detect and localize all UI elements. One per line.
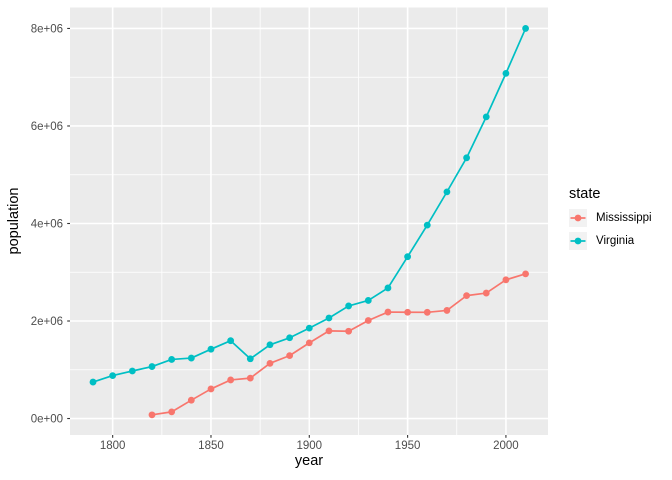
- data-point-virginia: [207, 345, 215, 353]
- data-point-virginia: [109, 372, 117, 380]
- data-point-mississippi: [443, 307, 451, 314]
- data-point-mississippi: [286, 352, 294, 360]
- data-point-virginia: [187, 354, 195, 362]
- data-point-virginia: [325, 314, 333, 322]
- data-point-virginia: [345, 302, 353, 310]
- data-point-virginia: [246, 355, 254, 363]
- data-point-virginia: [148, 363, 156, 370]
- data-point-mississippi: [187, 396, 195, 404]
- data-point-mississippi: [384, 308, 392, 316]
- legend-key-swatch: [569, 232, 587, 250]
- legend-title: state: [569, 186, 601, 202]
- data-point-mississippi: [305, 339, 313, 347]
- x-tick-label: 1950: [395, 440, 421, 452]
- legend-label: Virginia: [596, 235, 635, 247]
- data-point-virginia: [423, 221, 431, 229]
- data-point-virginia: [404, 253, 412, 261]
- x-axis-title: year: [294, 453, 324, 469]
- legend-key-swatch: [569, 209, 587, 227]
- legend-label: Mississippi: [596, 212, 652, 224]
- x-tick-label: 1850: [198, 440, 224, 452]
- x-tick-label: 1800: [100, 440, 126, 452]
- data-point-virginia: [286, 334, 294, 342]
- data-point-mississippi: [168, 408, 176, 416]
- y-tick-label: 4e+06: [31, 218, 63, 230]
- line-point-glyph-icon: [570, 214, 586, 222]
- legend: state Mississippi Virginia: [569, 185, 652, 255]
- data-point-mississippi: [325, 327, 333, 335]
- data-point-mississippi: [522, 270, 529, 278]
- data-point-mississippi: [246, 374, 254, 382]
- data-point-virginia: [482, 113, 490, 121]
- data-point-virginia: [443, 188, 451, 196]
- legend-item-virginia[interactable]: Virginia: [569, 232, 652, 250]
- y-tick-label: 8e+06: [31, 23, 63, 35]
- y-tick-label: 2e+06: [31, 316, 63, 328]
- y-axis-title: population: [6, 187, 22, 255]
- data-point-mississippi: [345, 327, 353, 335]
- data-point-virginia: [305, 324, 313, 332]
- data-point-mississippi: [404, 308, 412, 316]
- data-point-mississippi: [482, 289, 490, 297]
- line-point-glyph-icon: [570, 237, 586, 245]
- data-point-mississippi: [266, 359, 274, 367]
- y-tick-label: 6e+06: [31, 121, 63, 133]
- data-point-mississippi: [423, 308, 431, 316]
- data-point-virginia: [89, 378, 97, 386]
- x-tick-label: 2000: [493, 440, 519, 452]
- data-point-mississippi: [207, 385, 215, 393]
- data-point-mississippi: [227, 376, 235, 384]
- data-point-virginia: [227, 337, 235, 345]
- data-point-mississippi: [148, 411, 156, 419]
- data-point-virginia: [266, 341, 274, 349]
- data-point-virginia: [522, 25, 529, 32]
- data-point-virginia: [128, 367, 136, 375]
- x-tick-label: 1900: [296, 440, 322, 452]
- data-point-mississippi: [364, 317, 372, 324]
- legend-item-mississippi[interactable]: Mississippi: [569, 209, 652, 227]
- series-line-mississippi: [151, 273, 526, 416]
- data-point-mississippi: [502, 276, 510, 284]
- data-point-virginia: [384, 284, 392, 292]
- data-point-virginia: [502, 69, 510, 77]
- data-point-virginia: [463, 154, 470, 162]
- data-point-mississippi: [463, 292, 470, 300]
- data-point-virginia: [364, 297, 372, 304]
- y-tick-label: 0e+00: [31, 414, 63, 426]
- data-point-virginia: [168, 356, 176, 363]
